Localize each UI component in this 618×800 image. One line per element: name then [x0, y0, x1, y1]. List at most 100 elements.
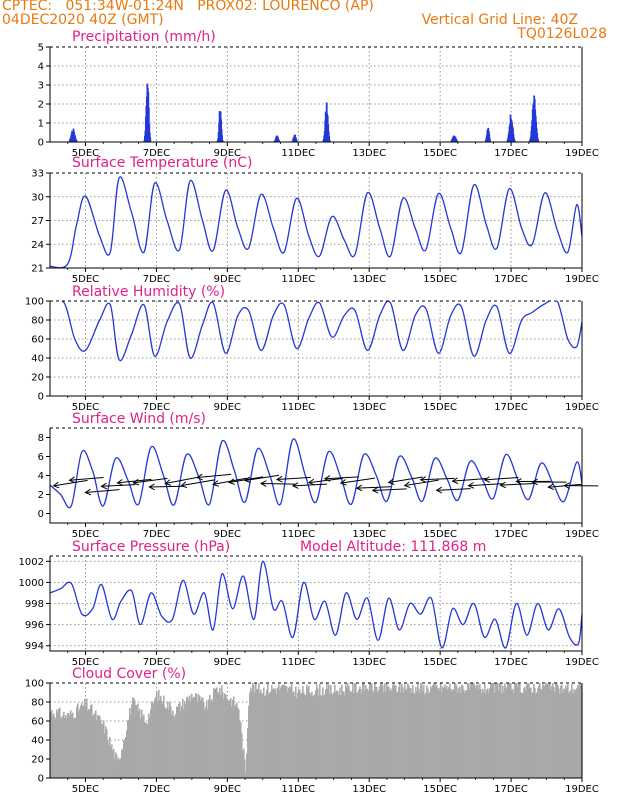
cloud-bar [95, 710, 97, 778]
cloud-bar [181, 706, 183, 778]
cloud-bar [195, 692, 197, 778]
cloud-bar [563, 688, 565, 778]
cloud-bar [374, 683, 376, 778]
panel-title: Relative Humidity (%) [72, 284, 225, 300]
cloud-bar [72, 712, 74, 778]
cloud-bar [537, 688, 539, 778]
cloud-bar [178, 704, 180, 778]
y-tick-label: 24 [31, 240, 44, 251]
cloud-bar [431, 688, 433, 778]
cloud-bar [359, 686, 361, 778]
cloud-bar [83, 705, 85, 778]
cloud-bar [209, 694, 211, 778]
cloud-bar [142, 716, 144, 778]
frame [49, 301, 583, 397]
cloud-bar [60, 716, 62, 778]
cloud-bar [487, 688, 489, 778]
cloud-bar [346, 687, 348, 778]
cloud-bar [214, 689, 216, 778]
wind-arrow-head [547, 483, 555, 491]
panel-2: 21 24 27 30 33 5DEC 7DEC 9DEC 11DEC 13DEC 15DEC 17D… [31, 155, 599, 285]
cloud-bar [337, 691, 339, 778]
cloud-bar [229, 700, 231, 778]
cloud-bar [490, 683, 492, 778]
cloud-bar [510, 683, 512, 778]
wind-arrow [117, 478, 152, 484]
cloud-bar [261, 693, 263, 778]
cloud-bar [200, 700, 202, 778]
cloud-bar [419, 692, 421, 778]
cloud-bar [511, 689, 513, 778]
cloud-bar [187, 696, 189, 778]
cloud-bar [163, 695, 165, 778]
cloud-bar [455, 683, 457, 778]
cloud-bar [574, 691, 576, 778]
cloud-bar [68, 712, 70, 778]
cloud-bar [203, 702, 205, 778]
wind-arrow-head [228, 478, 235, 485]
precip-bar [328, 136, 331, 142]
cloud-bar [56, 709, 58, 778]
cloud-bar [166, 708, 168, 778]
cloud-bar [304, 694, 306, 778]
cloud-bar [437, 688, 439, 778]
cloud-bar [296, 698, 298, 778]
cloud-bar [111, 744, 113, 778]
cloud-bar [199, 696, 201, 778]
cloud-bar [336, 690, 338, 778]
y-tick-label: 4 [38, 62, 44, 73]
cloud-bar [259, 693, 261, 778]
x-tick-label: 9DEC [214, 402, 241, 413]
cloud-bar [503, 692, 505, 778]
cloud-bar [452, 689, 454, 778]
cloud-bar [58, 708, 60, 778]
cloud-bar [148, 713, 150, 778]
cloud-bar [527, 683, 529, 778]
cloud-bar [144, 722, 146, 778]
cloud-bar [449, 683, 451, 778]
cloud-bar [473, 683, 475, 778]
cloud-bar [151, 701, 153, 778]
cloud-bar [118, 758, 120, 778]
cloud-bar [246, 753, 248, 778]
precip-bar [278, 140, 280, 142]
wind-arrow-head [499, 481, 507, 489]
cloud-bar [253, 685, 255, 778]
cloud-bar [326, 683, 328, 778]
cloud-bar [88, 708, 90, 778]
cloud-bar [107, 739, 109, 778]
cloud-bar [481, 693, 483, 778]
cloud-bar [120, 758, 122, 778]
cloud-bar [465, 690, 467, 778]
wind-arrow [500, 483, 535, 486]
wind-arrow-head [68, 476, 76, 484]
cloud-bar [175, 714, 177, 778]
cloud-bar [362, 683, 364, 778]
cloud-bar [372, 690, 374, 778]
wind-arrow-head [403, 481, 411, 489]
x-tick-label: 13DEC [352, 529, 386, 540]
wind-arrow [452, 478, 487, 482]
cloud-bar [256, 688, 258, 778]
cloud-bar [478, 689, 480, 778]
x-tick-label: 19DEC [565, 148, 599, 159]
cloud-bar [97, 715, 99, 778]
cloud-bar [105, 726, 107, 778]
cloud-bar [206, 700, 208, 778]
cloud-bar [102, 723, 104, 778]
cloud-bar [115, 752, 117, 778]
cloud-bar [204, 709, 206, 778]
cloud-bar [249, 692, 251, 778]
cloud-bar [113, 748, 115, 778]
cloud-bar [138, 711, 140, 778]
cloud-bar [202, 697, 204, 778]
panel-subtitle: Model Altitude: 111.868 m [300, 539, 486, 555]
cloud-bar [450, 688, 452, 778]
cloud-bar [565, 685, 567, 778]
cloud-bar [104, 733, 106, 778]
cloud-bar [458, 688, 460, 778]
wind-arrow-head [563, 482, 570, 490]
cloud-bar [556, 683, 558, 778]
cloud-bar [98, 715, 100, 778]
cloud-bar [288, 687, 290, 778]
